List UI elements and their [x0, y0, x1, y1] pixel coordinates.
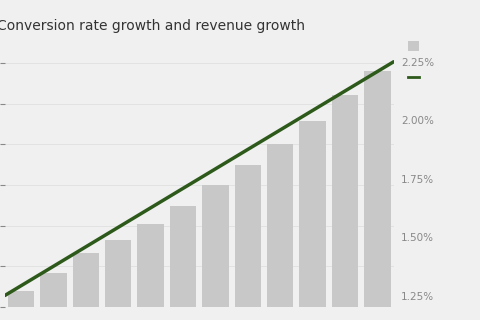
Bar — [300, 122, 326, 320]
Legend: , : , — [408, 40, 420, 84]
Bar — [72, 253, 99, 320]
Bar — [137, 224, 164, 320]
Text: Conversion rate growth and revenue growth: Conversion rate growth and revenue growt… — [0, 19, 305, 33]
Bar — [267, 144, 293, 320]
Bar — [105, 240, 132, 320]
Bar — [235, 165, 261, 320]
Bar — [170, 206, 196, 320]
Bar — [8, 291, 34, 320]
Bar — [40, 273, 67, 320]
Bar — [364, 71, 391, 320]
Bar — [332, 95, 358, 320]
Bar — [202, 185, 228, 320]
